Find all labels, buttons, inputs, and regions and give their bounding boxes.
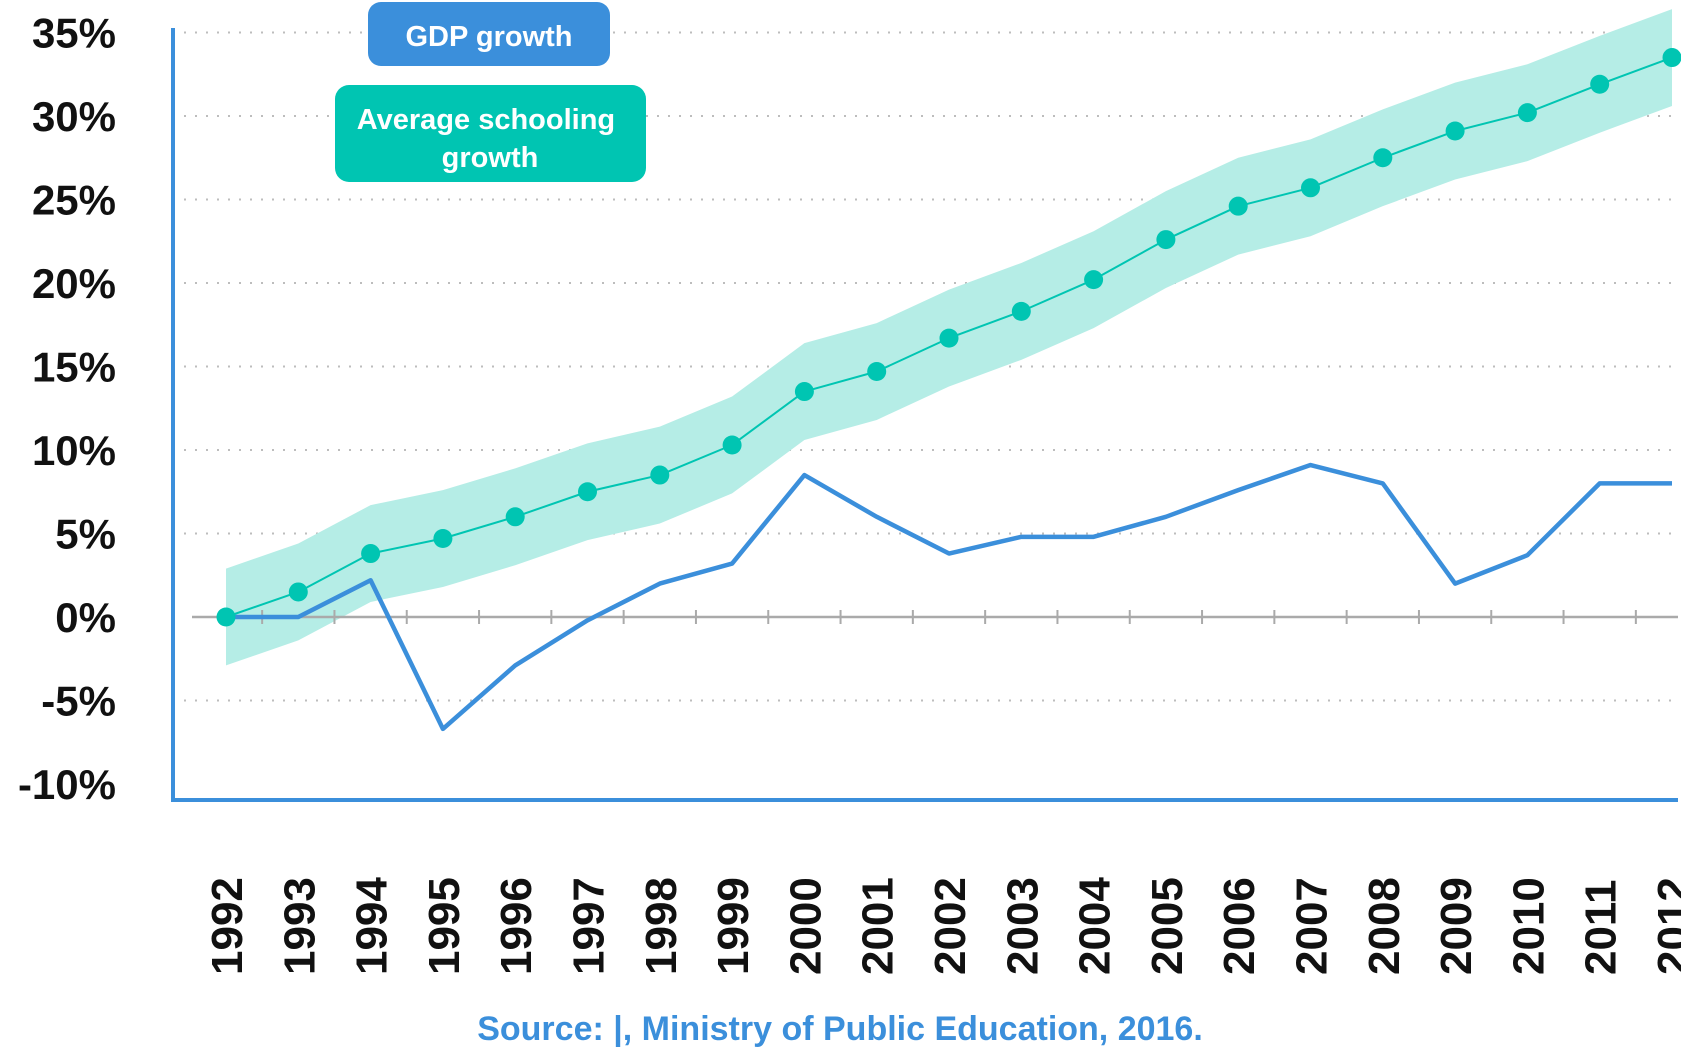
y-tick-label: 5% <box>55 511 116 558</box>
schooling-data-point <box>506 507 525 526</box>
y-tick-label: 25% <box>32 177 116 224</box>
schooling-data-point <box>433 529 452 548</box>
schooling-data-point <box>1446 122 1465 141</box>
schooling-data-point <box>1301 178 1320 197</box>
y-tick-label: 10% <box>32 427 116 474</box>
schooling-data-point <box>289 582 308 601</box>
x-tick-label: 2002 <box>926 877 975 975</box>
schooling-data-point <box>1518 103 1537 122</box>
schooling-data-point <box>867 362 886 381</box>
y-tick-label: 15% <box>32 344 116 391</box>
x-tick-label: 1997 <box>565 877 614 975</box>
x-tick-label: 2007 <box>1288 877 1337 975</box>
x-tick-label: 1996 <box>492 877 541 975</box>
x-tick-labels: 1992 1993 1994 1995 1996 1997 1998 1999 2000 2001… <box>203 877 1681 975</box>
x-tick-label: 2009 <box>1432 877 1481 975</box>
x-tick-label: 2008 <box>1360 877 1409 975</box>
x-tick-label: 2005 <box>1143 877 1192 975</box>
source-note: Source: |, Ministry of Public Education,… <box>477 1010 1203 1047</box>
x-tick-label: 2001 <box>854 877 903 975</box>
legend: GDP growth Average schooling growth <box>335 2 646 182</box>
x-tick-label: 2003 <box>998 877 1047 975</box>
x-tick-label: 2011 <box>1577 880 1626 975</box>
x-tick-label: 2012 <box>1649 877 1681 975</box>
x-tick-label: 1993 <box>275 877 324 975</box>
x-tick-label: 2006 <box>1215 877 1264 975</box>
schooling-data-point <box>578 482 597 501</box>
schooling-data-point <box>650 466 669 485</box>
y-tick-label: -10% <box>18 761 116 808</box>
x-tick-label: 1999 <box>709 877 758 975</box>
schooling-data-point <box>217 608 236 627</box>
zero-line <box>192 610 1681 624</box>
x-tick-label: 1994 <box>348 877 397 975</box>
x-tick-label: 2000 <box>781 877 830 975</box>
schooling-data-point <box>1156 230 1175 249</box>
y-tick-label: -5% <box>41 678 116 725</box>
x-tick-label: 2010 <box>1504 877 1553 975</box>
y-tick-labels: 35% 30% 25% 20% 15% 10% 5% 0% -5% -10% <box>18 10 116 809</box>
schooling-data-point <box>1084 270 1103 289</box>
x-tick-label: 1992 <box>203 877 252 975</box>
y-tick-label: 35% <box>32 10 116 57</box>
schooling-data-point <box>1373 148 1392 167</box>
schooling-data-point <box>1012 302 1031 321</box>
schooling-data-point <box>361 544 380 563</box>
x-tick-label: 2004 <box>1071 877 1120 975</box>
schooling-data-point <box>1590 75 1609 94</box>
x-tick-label: 1995 <box>420 877 469 975</box>
schooling-data-point <box>940 329 959 348</box>
schooling-data-point <box>723 435 742 454</box>
y-tick-label: 0% <box>55 594 116 641</box>
legend-gdp-label: GDP growth <box>405 21 572 53</box>
x-tick-label: 1998 <box>637 877 686 975</box>
schooling-data-point <box>1663 48 1681 67</box>
schooling-data-point <box>1229 197 1248 216</box>
schooling-data-point <box>795 382 814 401</box>
y-tick-label: 30% <box>32 93 116 140</box>
y-tick-label: 20% <box>32 260 116 307</box>
